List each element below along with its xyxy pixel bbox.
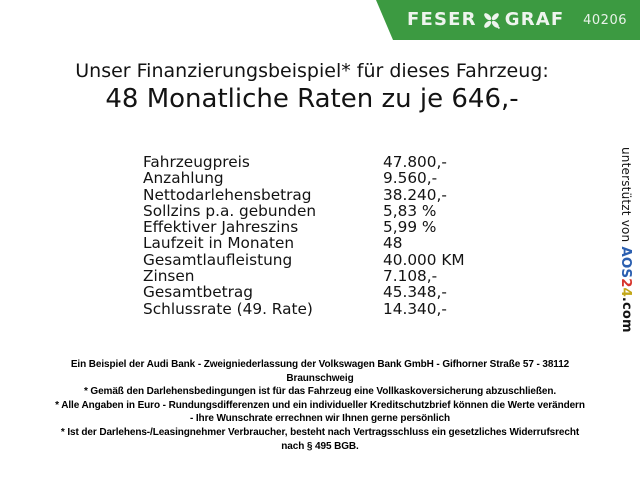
finance-row-label: Gesamtlaufleistung	[143, 250, 293, 269]
heading-subtitle: Unser Finanzierungsbeispiel* für dieses …	[75, 60, 549, 82]
finance-row-label: Fahrzeugpreis	[143, 153, 250, 171]
finance-row-label: Gesamtbetrag	[143, 283, 253, 302]
finance-row-label: Laufzeit in Monaten	[143, 234, 295, 253]
aos24-logo-com: .com	[619, 296, 634, 333]
finance-row-label: Nettodarlehensbetrag	[143, 185, 312, 204]
finance-row: Nettodarlehensbetrag 38.240,-	[143, 185, 465, 204]
finance-row: Fahrzeugpreis 47.800,-	[143, 153, 465, 171]
aos24-logo-a: A	[618, 246, 634, 257]
aos24-logo-o: O	[618, 256, 634, 269]
finance-row-value: 48	[383, 234, 403, 253]
footer-line: * Gemäß den Darlehensbedingungen ist für…	[83, 386, 557, 398]
financing-heading: Unser Finanzierungsbeispiel* für dieses …	[0, 59, 624, 115]
finance-row-label: Anzahlung	[143, 169, 224, 188]
disclaimer-footer: Ein Beispiel der Audi Bank - Zweignieder…	[0, 358, 640, 453]
brand-banner: FESER GRAF 40206	[376, 0, 640, 40]
footer-line: * Alle Angaben in Euro - Rundungsdiffere…	[55, 399, 585, 411]
footer-line: * Ist der Darlehens-/Leasingnehmer Verbr…	[60, 426, 580, 438]
footer-line: Ein Beispiel der Audi Bank - Zweignieder…	[70, 359, 570, 370]
finance-row: Zinsen 7.108,-	[143, 267, 465, 286]
brand-part1: FESER	[407, 9, 477, 30]
finance-row-value: 9.560,-	[383, 169, 438, 188]
finance-row-value: 40.000 KM	[383, 250, 465, 269]
finance-row-value: 5,99 %	[383, 218, 437, 237]
clover-x-icon	[483, 12, 500, 29]
finance-row-value: 5,83 %	[383, 201, 437, 220]
brand-logo: FESER GRAF	[407, 11, 564, 29]
finance-row-label: Zinsen	[143, 267, 195, 286]
heading-rate: 48 Monatliche Raten zu je 646,-	[105, 84, 519, 114]
finance-row: Anzahlung 9.560,-	[143, 169, 465, 188]
finance-table: Fahrzeugpreis 47.800,- Anzahlung 9.560,-…	[143, 154, 465, 317]
finance-row: Effektiver Jahreszins 5,99 %	[143, 218, 465, 237]
footer-line: - Ihre Wunschrate errechnen wir Ihnen ge…	[189, 413, 451, 425]
finance-row-value: 45.348,-	[383, 283, 447, 302]
finance-row-value: 47.800,-	[383, 153, 447, 171]
aos24-logo-s: S	[618, 268, 634, 279]
finance-row: Laufzeit in Monaten 48	[143, 234, 465, 253]
aos24-logo-2: 2	[618, 278, 634, 288]
finance-row-label: Effektiver Jahreszins	[143, 218, 299, 237]
finance-row: Sollzins p.a. gebunden 5,83 %	[143, 201, 465, 220]
aos24-logo-4: 4	[618, 287, 634, 297]
brand-part2: GRAF	[504, 9, 565, 30]
dealer-number: 40206	[583, 12, 627, 28]
finance-row-label: Schlussrate (49. Rate)	[143, 299, 313, 318]
finance-row-value: 14.340,-	[383, 299, 447, 318]
supported-by-strip: unterstützt von AOS24.com	[618, 147, 634, 333]
finance-row: Gesamtlaufleistung 40.000 KM	[143, 250, 465, 269]
finance-row-value: 38.240,-	[383, 185, 447, 204]
finance-row: Gesamtbetrag 45.348,-	[143, 283, 465, 302]
supported-by-text: unterstützt von	[619, 147, 633, 247]
finance-row-value: 7.108,-	[383, 267, 438, 286]
finance-row: Schlussrate (49. Rate) 14.340,-	[143, 299, 465, 318]
footer-line: Braunschweig	[286, 372, 354, 384]
footer-line: nach § 495 BGB.	[281, 440, 359, 452]
finance-row-label: Sollzins p.a. gebunden	[143, 201, 317, 220]
